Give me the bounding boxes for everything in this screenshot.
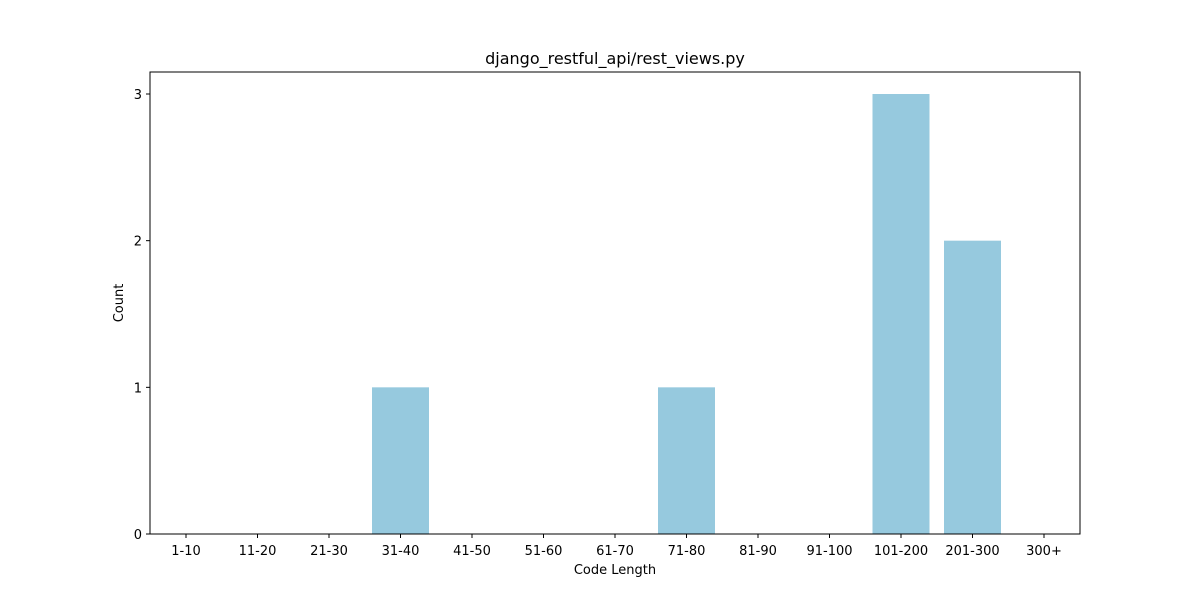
plot-area-frame <box>149 71 1081 535</box>
y-axis-label: Count <box>112 284 127 323</box>
x-axis-ticks: 1-10 11-20 21-30 31-40 41-50 51-60 61-70 71-80 8… <box>171 534 1062 559</box>
x-tick-label: 71-80 <box>668 544 706 559</box>
bar-201-300 <box>944 240 1001 534</box>
y-tick-label: 2 <box>134 235 142 250</box>
x-axis-label: Code Length <box>574 563 656 578</box>
x-tick-label: 81-90 <box>739 544 777 559</box>
x-tick-label: 91-100 <box>806 544 852 559</box>
y-tick-label: 0 <box>134 528 142 543</box>
x-tick-label: 1-10 <box>171 544 201 559</box>
x-tick-label: 201-300 <box>945 544 999 559</box>
bar-31-40 <box>372 387 429 534</box>
x-tick-label: 300+ <box>1026 544 1062 559</box>
x-tick-label: 51-60 <box>525 544 563 559</box>
chart-title: django_restful_api/rest_views.py <box>485 49 745 69</box>
x-tick-label: 61-70 <box>596 544 634 559</box>
y-tick-label: 3 <box>134 88 142 103</box>
x-tick-label: 41-50 <box>453 544 491 559</box>
bar-71-80 <box>658 387 715 534</box>
y-tick-label: 1 <box>134 381 142 396</box>
bar-101-200 <box>872 94 930 534</box>
bars-group <box>372 94 1001 534</box>
y-axis-ticks: 0 1 2 3 <box>134 88 150 543</box>
x-tick-label: 101-200 <box>874 544 928 559</box>
x-tick-label: 11-20 <box>239 544 277 559</box>
x-tick-label: 21-30 <box>310 544 348 559</box>
x-tick-label: 31-40 <box>382 544 420 559</box>
